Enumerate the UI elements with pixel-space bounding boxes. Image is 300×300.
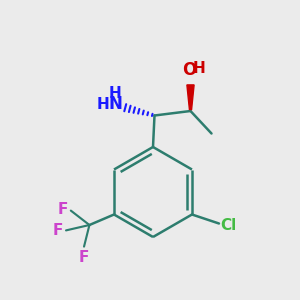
Text: O: O [182, 61, 196, 79]
Text: F: F [53, 223, 63, 238]
Text: F: F [58, 202, 68, 217]
Polygon shape [187, 85, 194, 110]
Text: F: F [78, 250, 88, 265]
Text: Cl: Cl [220, 218, 237, 232]
Text: H: H [193, 61, 206, 76]
Text: H: H [96, 97, 109, 112]
Text: N: N [108, 95, 122, 113]
Text: H: H [109, 86, 122, 101]
